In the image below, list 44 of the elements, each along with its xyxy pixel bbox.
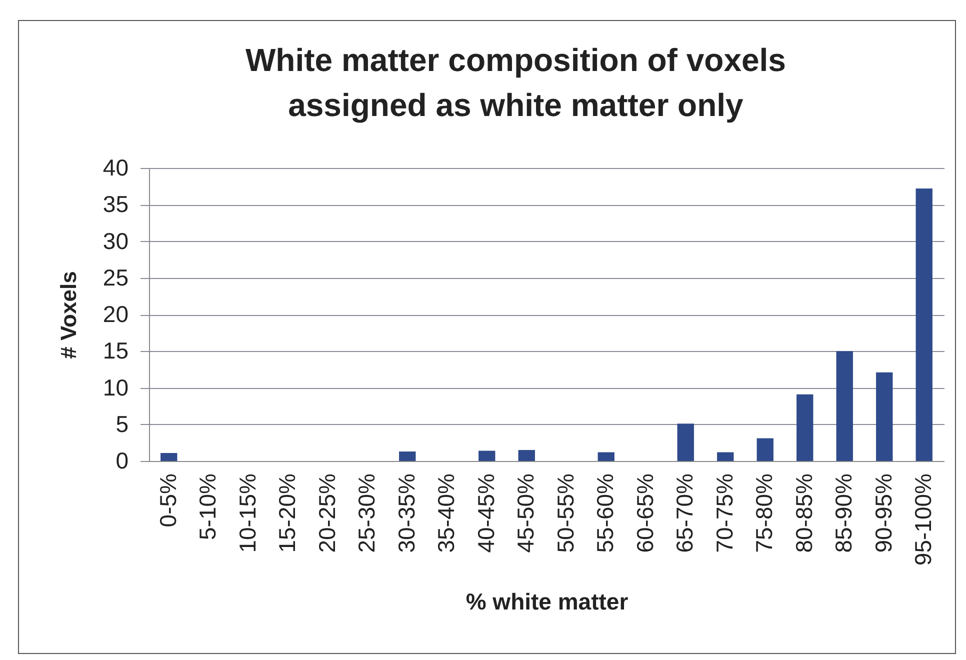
x-tick-label: 30-35%: [393, 474, 420, 553]
x-tick-label: 20-25%: [314, 474, 340, 553]
x-tick-label: 35-40%: [433, 474, 460, 553]
x-tick-label: 90-95%: [870, 474, 896, 553]
x-tick-label: 25-30%: [354, 474, 380, 553]
x-tick-label: 5-10%: [194, 474, 221, 540]
bar: [836, 351, 853, 461]
x-tick-label: 75-80%: [751, 474, 778, 553]
y-tick-label: 35: [102, 191, 128, 218]
y-tick-label: 5: [116, 410, 128, 437]
bar: [478, 450, 496, 461]
x-tick-label: 45-50%: [512, 474, 539, 553]
y-tick-label: 15: [102, 338, 128, 364]
x-tick-label: 80-85%: [790, 474, 817, 553]
y-tick-label: 20: [102, 301, 128, 327]
y-axis-title: # Voxels: [56, 271, 81, 359]
y-tick-label: 40: [102, 154, 128, 180]
x-tick-label: 40-45%: [472, 474, 499, 553]
chart-title: White matter composition of voxels assigned as white matter only: [245, 42, 786, 123]
bar: [518, 450, 535, 461]
x-tick-label: 65-70%: [672, 474, 698, 553]
x-tick-label: 50-55%: [552, 474, 578, 553]
bar: [717, 452, 734, 461]
bar: [876, 372, 893, 461]
bar: [756, 438, 774, 461]
bar: [677, 424, 694, 461]
x-tick-label: 0-5%: [154, 474, 181, 528]
bar: [399, 451, 416, 461]
x-axis-title: % white matter: [466, 588, 628, 615]
bar: [796, 394, 814, 461]
x-tick-label: 70-75%: [711, 474, 738, 553]
x-tick-label: 15-20%: [274, 474, 300, 553]
bar: [160, 452, 178, 461]
y-tick-label: 10: [102, 374, 128, 400]
y-tick-label: 25: [102, 264, 128, 290]
x-tick-label: 95-100%: [910, 474, 936, 566]
y-tick-label: 0: [116, 448, 128, 474]
x-tick-label: 85-90%: [830, 474, 857, 553]
bar: [598, 452, 614, 461]
x-tick-label: 55-60%: [592, 474, 618, 553]
x-tick-label: 60-65%: [632, 474, 658, 553]
y-tick-label: 30: [102, 228, 128, 254]
bar: [916, 188, 932, 461]
x-tick-label: 10-15%: [234, 474, 260, 553]
